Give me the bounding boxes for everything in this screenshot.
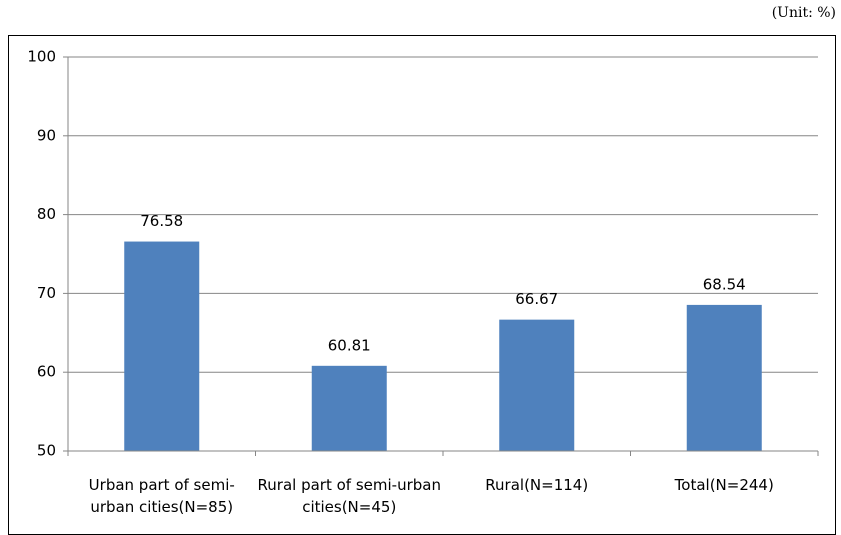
- value-label: 60.81: [328, 336, 371, 354]
- unit-note: (Unit: %): [772, 5, 836, 21]
- value-label: 68.54: [703, 275, 746, 293]
- x-tick-label: Urban part of semi-urban cities(N=85): [88, 476, 235, 516]
- bar: [124, 241, 200, 451]
- y-tick-label: 60: [37, 363, 56, 381]
- y-tick-label: 100: [27, 48, 56, 66]
- bar: [311, 365, 387, 451]
- x-tick-label: Rural part of semi-urban cities(N=45): [257, 476, 441, 516]
- y-tick-label: 90: [37, 126, 56, 144]
- bar: [499, 319, 575, 451]
- value-label: 76.58: [140, 212, 183, 230]
- y-tick-label: 50: [37, 442, 56, 460]
- y-tick-label: 80: [37, 205, 56, 223]
- y-tick-label: 70: [37, 284, 56, 302]
- value-label: 66.67: [515, 290, 558, 308]
- bar: [686, 304, 762, 451]
- x-tick-label: Total(N=244): [674, 476, 774, 494]
- x-tick-label: Rural(N=114): [485, 476, 589, 494]
